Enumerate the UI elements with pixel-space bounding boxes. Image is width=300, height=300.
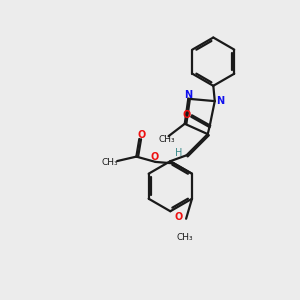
Text: CH₃: CH₃ [159, 135, 176, 144]
Text: N: N [184, 90, 192, 100]
Text: H: H [175, 148, 182, 158]
Text: O: O [151, 152, 159, 162]
Text: N: N [216, 95, 224, 106]
Text: O: O [175, 212, 183, 222]
Text: O: O [183, 110, 191, 120]
Text: O: O [137, 130, 146, 140]
Text: CH₃: CH₃ [176, 233, 193, 242]
Text: CH₃: CH₃ [101, 158, 118, 167]
